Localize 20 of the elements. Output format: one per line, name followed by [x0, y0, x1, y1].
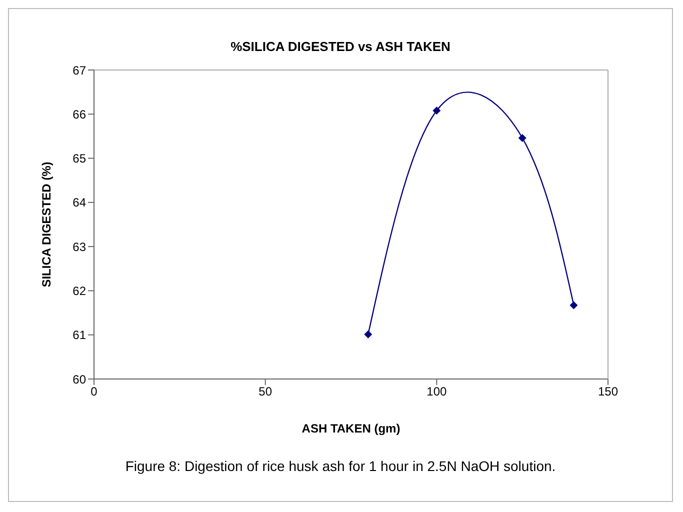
point	[364, 330, 372, 338]
y-tick-label: 62	[72, 284, 86, 298]
y-tick-label: 64	[72, 196, 86, 210]
y-axis-title: SILICA DIGESTED (%)	[39, 162, 54, 288]
point	[570, 301, 578, 310]
y-tick-label: 61	[72, 328, 86, 342]
point	[432, 106, 441, 115]
x-tick-label: 50	[258, 384, 272, 399]
caption: Figure 8: Digestion of rice husk ash for 1 hour in 2.5N NaOH solution.	[124, 458, 557, 474]
point	[518, 134, 526, 142]
y-tick-label: 66	[72, 107, 86, 122]
x-tick-label: 150	[598, 384, 618, 399]
y-tick-label: 63	[72, 240, 86, 254]
y-tick-label: 60	[72, 372, 86, 386]
x-tick-label: 0	[90, 384, 98, 399]
x-axis-title: ASH TAKEN (gm)	[302, 422, 400, 436]
x-tick-label: 100	[426, 384, 447, 399]
y-tick-label: 67	[72, 63, 86, 78]
y-tick-label: 65	[72, 152, 86, 166]
chart-title: %SILICA DIGESTED vs ASH TAKEN	[230, 39, 452, 54]
